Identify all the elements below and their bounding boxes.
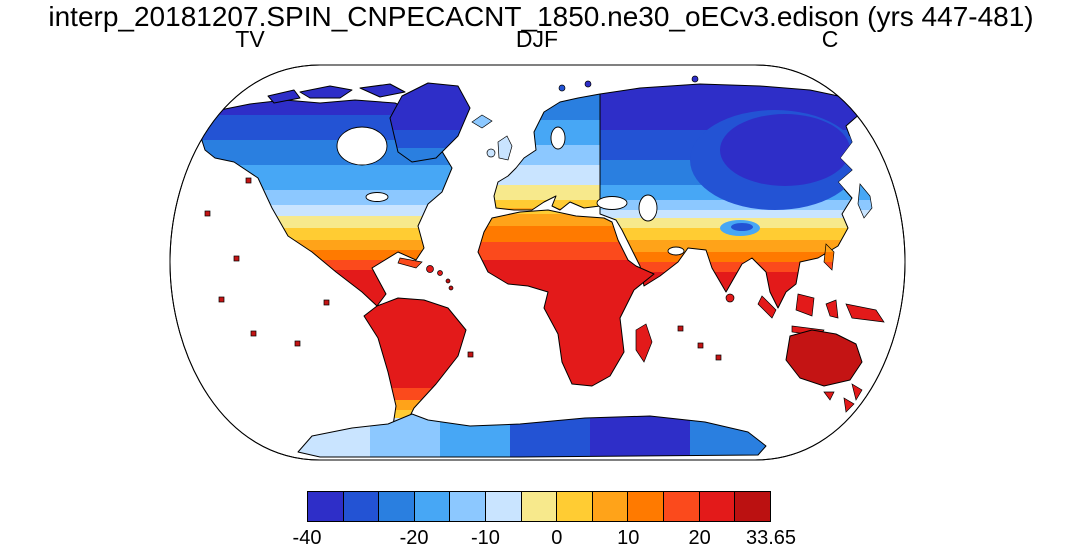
hudson-bay — [336, 126, 388, 166]
colorbar — [307, 491, 771, 522]
new-zealand-south — [843, 397, 855, 413]
madagascar — [635, 323, 653, 363]
colorbar-box-1 — [343, 492, 380, 521]
colorbar-tick-label: -10 — [471, 527, 500, 549]
continent-australia — [785, 329, 863, 387]
persian-gulf — [667, 246, 685, 256]
sumatra — [757, 295, 777, 319]
island-dot — [294, 340, 301, 347]
colorbar-box-10 — [664, 492, 700, 521]
colorbar-ticks: -40 -20 -10 0 10 20 33.65 — [293, 527, 796, 553]
asia-cold-pockets — [690, 110, 860, 236]
great-britain — [497, 135, 513, 161]
colorbar-tick-label: 0 — [551, 527, 563, 549]
island-dot — [250, 330, 257, 337]
franz-josef-land — [584, 80, 592, 88]
antilles-island — [448, 285, 454, 291]
baltic-sea — [550, 126, 566, 150]
land-layer — [197, 75, 885, 458]
svalbard — [558, 84, 566, 92]
island-dot — [697, 342, 704, 349]
island-dot — [467, 351, 474, 358]
continent-south-america — [363, 297, 467, 433]
philippines — [823, 243, 835, 271]
greenland — [389, 82, 471, 163]
tasmania — [823, 391, 835, 401]
severnaya-zemlya — [691, 75, 699, 83]
colorbar-tick-label: -20 — [399, 527, 429, 549]
colorbar-tick-label: 10 — [617, 527, 640, 549]
colorbar-box-7 — [557, 492, 593, 521]
colorbar-box-4 — [450, 492, 487, 521]
new-guinea — [845, 303, 885, 323]
arctic-islands — [299, 85, 353, 99]
cuba — [397, 257, 423, 269]
borneo — [795, 293, 815, 317]
colorbar-tick-label: -40 — [292, 527, 322, 549]
colorbar-tick-label: 20 — [688, 527, 711, 549]
sulawesi — [825, 299, 839, 319]
island-dot — [715, 354, 722, 361]
island-dot — [218, 296, 225, 303]
great-lakes — [365, 192, 389, 202]
colorbar-box-6 — [521, 492, 558, 521]
colorbar-box-12 — [735, 492, 770, 521]
antilles-island — [437, 270, 443, 276]
island-dot — [323, 299, 330, 306]
colorbar-box-3 — [414, 492, 451, 521]
victoria-island — [267, 89, 301, 104]
caspian-sea — [638, 194, 658, 222]
plot-title: interp_20181207.SPIN_CNPECACNT_1850.ne30… — [48, 1, 1034, 32]
colorbar-box-8 — [592, 492, 629, 521]
island-dot — [204, 210, 211, 217]
japan — [857, 183, 873, 219]
colorbar-tick-label: 33.65 — [745, 527, 797, 549]
hispaniola — [426, 265, 434, 273]
colorbar-box-11 — [699, 492, 736, 521]
ireland — [486, 148, 496, 158]
new-zealand-north — [851, 383, 863, 401]
colorbar-boxes — [308, 492, 770, 521]
colorbar-box-0 — [308, 492, 344, 521]
continent-africa — [477, 209, 655, 387]
map-outline-top — [169, 64, 906, 461]
variable-label: TV — [235, 26, 265, 52]
colorbar-box-9 — [628, 492, 665, 521]
iceland — [471, 114, 493, 129]
island-dot — [233, 255, 240, 262]
siberia-cold-core — [720, 114, 850, 186]
black-sea — [596, 196, 628, 210]
continent-north-america — [197, 99, 453, 307]
season-label: DJF — [515, 26, 559, 52]
units-label: C — [821, 26, 839, 52]
colorbar-box-2 — [379, 492, 415, 521]
tibet-cold-core — [731, 223, 753, 231]
colorbar-box-5 — [486, 492, 522, 521]
arctic-islands — [359, 83, 406, 98]
island-dot — [677, 325, 684, 332]
continent-antarctica — [297, 413, 767, 458]
antilles-island — [445, 278, 451, 284]
island-dot — [245, 177, 252, 184]
sri-lanka — [725, 293, 735, 303]
